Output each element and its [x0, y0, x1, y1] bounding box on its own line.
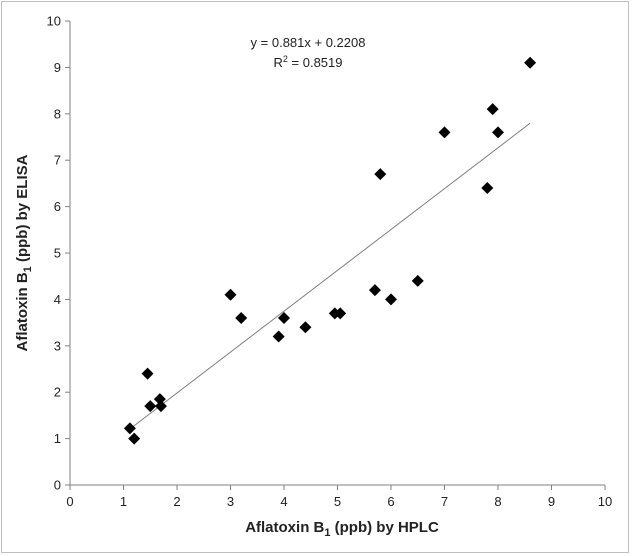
x-tick-label: 1	[120, 494, 127, 509]
x-tick-label: 10	[598, 494, 612, 509]
data-point	[334, 307, 347, 320]
trendline-group	[128, 122, 531, 431]
data-point	[278, 311, 290, 324]
x-axis-title: Aflatoxin B1 (ppb) by HPLC	[245, 519, 439, 539]
r-squared-value: = 0.8519	[288, 55, 343, 70]
y-tick-label: 6	[54, 199, 61, 214]
data-point	[492, 126, 504, 139]
data-point	[481, 182, 494, 195]
data-point	[438, 126, 451, 139]
x-tick-label: 6	[387, 494, 394, 509]
data-point	[486, 103, 499, 116]
y-tick-label: 5	[54, 246, 61, 261]
trendline-equation: y = 0.881x + 0.2208	[251, 35, 366, 50]
data-point	[299, 321, 312, 334]
y-axis-title-main: Aflatoxin B	[14, 272, 31, 351]
y-tick-label: 2	[54, 385, 61, 400]
x-tick-label: 5	[334, 494, 341, 509]
linear-trendline	[128, 122, 531, 431]
r-squared-r: R	[274, 55, 283, 70]
x-axis-title-main: Aflatoxin B	[245, 519, 324, 536]
y-tick-label: 3	[54, 338, 61, 353]
tick-labels: 0 1 2 3 4 5 6 7 8 9 10 0 1 2 3 4 5 6 7 8 9 10	[47, 14, 613, 510]
y-tick-label: 4	[54, 292, 61, 307]
x-axis-title-rest: (ppb) by HPLC	[330, 519, 438, 536]
y-tick-label: 10	[47, 14, 61, 29]
data-point	[224, 288, 237, 301]
data-point	[128, 432, 141, 445]
data-point	[368, 284, 381, 297]
data-point	[144, 400, 157, 413]
x-tick-label: 8	[494, 494, 501, 509]
y-axis-title-rest: (ppb) by ELISA	[14, 154, 31, 266]
r-squared-label: R2 = 0.8519	[274, 54, 343, 70]
axes	[65, 20, 606, 490]
data-point	[524, 56, 537, 69]
data-point	[235, 311, 248, 324]
data-point	[272, 330, 285, 343]
data-point	[374, 168, 387, 181]
x-axis-title-sub: 1	[324, 527, 330, 539]
data-points	[123, 56, 537, 445]
y-axis-title: Aflatoxin B1 (ppb) by ELISA	[14, 154, 34, 351]
y-tick-label: 0	[54, 478, 61, 493]
x-tick-label: 3	[227, 494, 234, 509]
data-point	[123, 422, 136, 435]
x-tick-label: 4	[280, 494, 287, 509]
data-point	[411, 274, 424, 287]
y-tick-label: 7	[54, 153, 61, 168]
r-squared-sup: 2	[283, 54, 288, 64]
data-point	[154, 400, 167, 413]
x-tick-label: 9	[548, 494, 555, 509]
y-tick-label: 9	[54, 60, 61, 75]
data-point	[141, 367, 154, 380]
x-tick-label: 7	[441, 494, 448, 509]
y-tick-label: 8	[54, 106, 61, 121]
data-point	[385, 293, 397, 306]
y-axis-title-sub: 1	[22, 266, 34, 272]
x-tick-label: 2	[173, 494, 180, 509]
x-tick-label: 0	[66, 494, 73, 509]
y-tick-label: 1	[54, 431, 61, 446]
